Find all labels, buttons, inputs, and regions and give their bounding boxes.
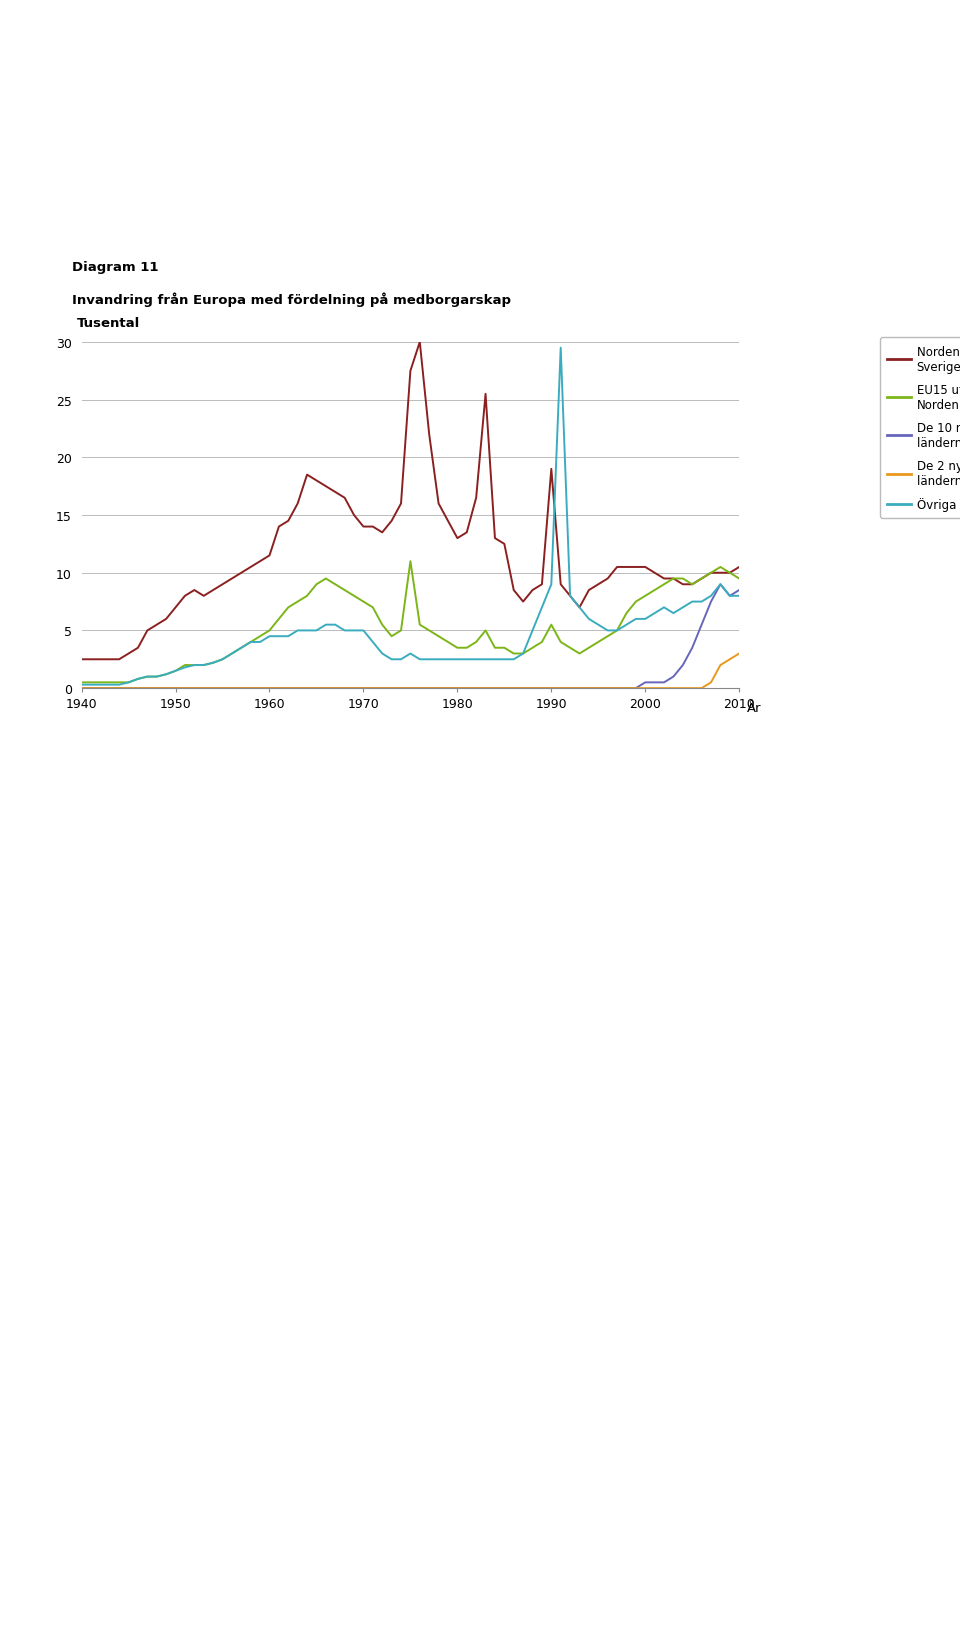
Text: Invandring från Europa med fördelning på medborgarskap: Invandring från Europa med fördelning på…: [72, 292, 511, 307]
Text: År: År: [747, 702, 761, 715]
Legend: Norden utom
Sverige, EU15 utom
Norden, De 10 nya EU-
länderna 2004, De 2 nya EU-: Norden utom Sverige, EU15 utom Norden, D…: [880, 338, 960, 519]
Text: Diagram 11: Diagram 11: [72, 261, 158, 274]
Text: Tusental: Tusental: [77, 317, 140, 330]
